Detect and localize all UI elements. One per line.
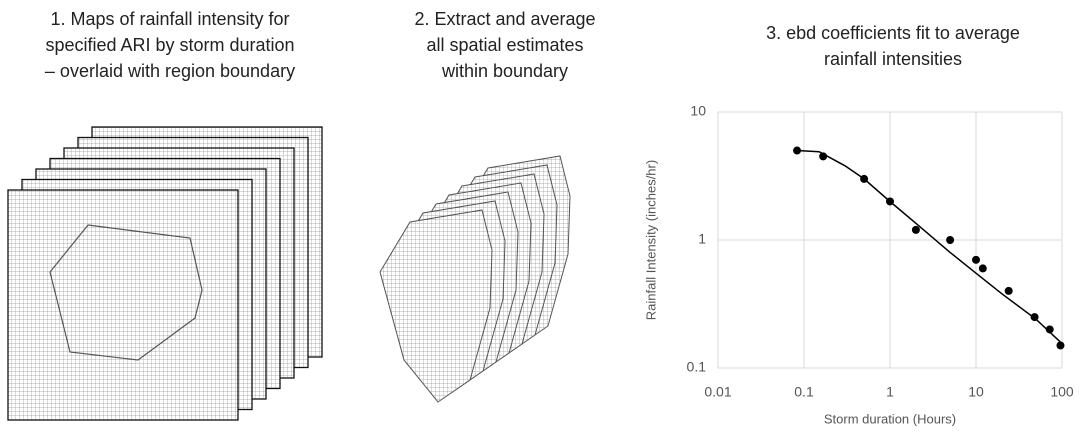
data-point [911,225,920,234]
data-point [1056,341,1065,350]
panel-title: all spatial estimates [426,35,583,55]
y-tick-label: 0.1 [687,359,707,375]
chart-title: rainfall intensities [824,49,962,69]
panel-title: specified ARI by storm duration [45,35,294,55]
panel-title: 1. Maps of rainfall intensity for [50,9,289,29]
data-point [1045,325,1054,334]
map-layer [7,189,239,421]
panel-title: within boundary [441,61,568,81]
data-point [946,236,955,244]
x-tick-label: 100 [1050,384,1074,400]
y-tick-label: 10 [690,103,706,119]
y-axis-label: Rainfall Intensity (inches/hr) [643,160,658,320]
x-tick-label: 0.1 [794,384,814,400]
x-axis-label: Storm duration (Hours) [824,411,956,426]
data-point [1004,286,1013,295]
data-point [793,146,802,155]
stacked-slices [379,155,571,403]
stacked-maps [7,126,323,421]
chart-title: 3. ebd coefficients fit to average [766,23,1020,43]
data-point [860,174,869,183]
data-point [1030,313,1039,322]
data-point [972,255,980,264]
region-boundary [49,224,203,361]
x-tick-label: 1 [886,384,894,400]
panel-title: 2. Extract and average [414,9,595,29]
data-point [886,197,894,206]
x-tick-label: 0.01 [704,384,731,400]
data-point [819,152,828,161]
x-tick-label: 10 [968,384,984,400]
fit-line [796,149,1063,345]
data-point [978,264,987,273]
panel-title: – overlaid with region boundary [45,61,295,81]
y-tick-label: 1 [698,231,706,247]
slice [379,209,493,403]
